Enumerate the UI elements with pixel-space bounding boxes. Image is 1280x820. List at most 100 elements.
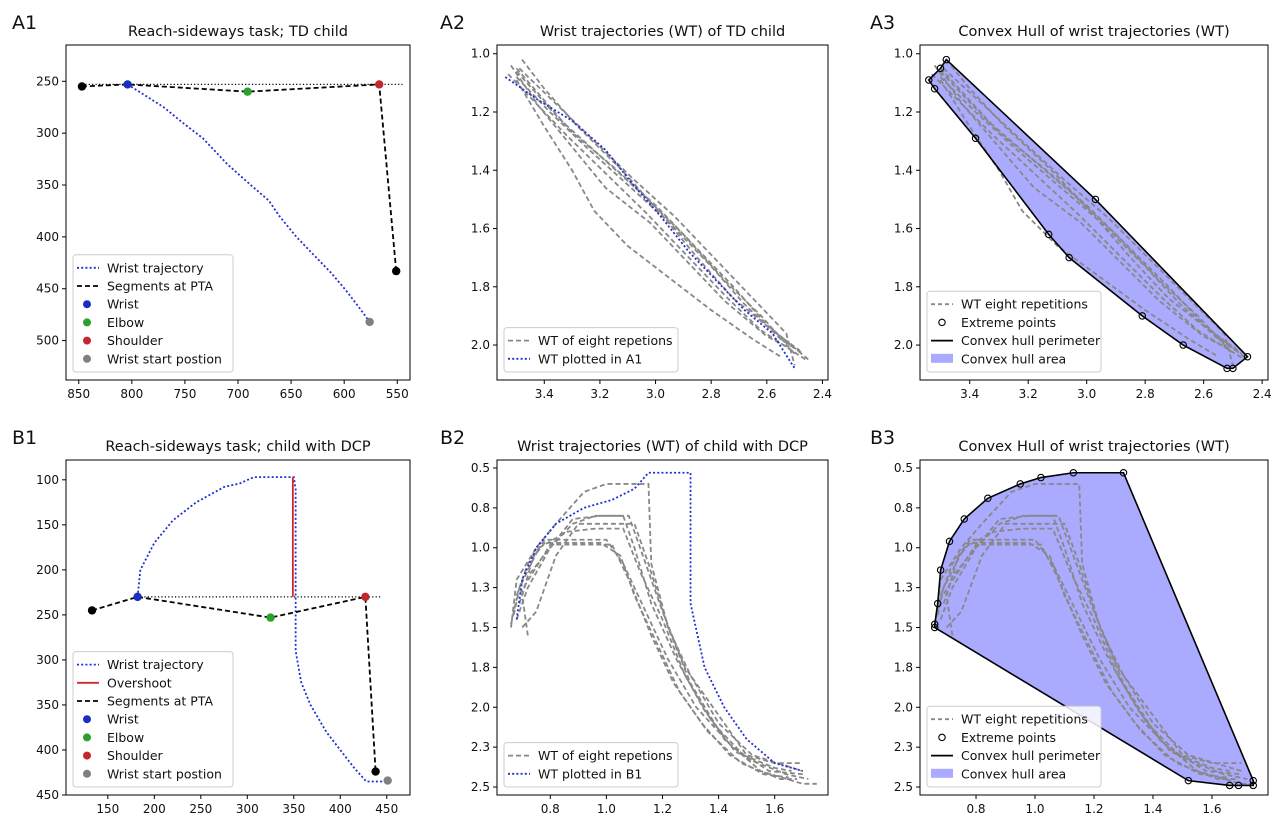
legend-marker — [83, 354, 91, 363]
legend-marker — [83, 769, 91, 778]
series-line-0 — [510, 483, 804, 772]
chart-title: Reach-sideways task; TD child — [128, 24, 348, 40]
y-tick-label: 1.4 — [471, 163, 490, 177]
extreme-point — [933, 599, 942, 608]
marker-wrist — [123, 80, 132, 89]
panel-label: A2 — [440, 12, 465, 34]
legend-label: Segments at PTA — [107, 694, 213, 709]
y-tick-label: 350 — [36, 698, 59, 712]
legend-label: Convex hull perimeter — [961, 748, 1101, 763]
series-line-0 — [939, 67, 1249, 361]
legend-box — [72, 651, 234, 788]
panel-A3: A3 Convex Hull of wrist trajectories (WT)… — [870, 12, 1272, 401]
x-tick-label: 300 — [236, 802, 259, 816]
extreme-point — [1229, 364, 1237, 373]
x-tick-label: 1.6 — [1202, 802, 1221, 816]
y-tick-label: 0.8 — [894, 501, 913, 515]
x-tick-label: 1.4 — [709, 802, 728, 816]
extreme-point — [1249, 776, 1258, 785]
marker-wrist-start-postion — [383, 776, 392, 785]
y-tick-label: 1.8 — [471, 280, 490, 294]
x-tick-label: 2.8 — [702, 387, 721, 401]
extreme-point — [1044, 230, 1053, 239]
series-line-1 — [81, 83, 398, 272]
y-tick-label: 150 — [36, 518, 59, 532]
y-tick-label: 250 — [36, 608, 59, 622]
x-tick-label: 800 — [120, 387, 143, 401]
legend-marker — [83, 336, 91, 345]
extreme-point — [930, 620, 939, 629]
legend-label: Convex hull area — [961, 351, 1066, 366]
legend-label: Extreme points — [961, 315, 1056, 330]
extreme-point — [925, 76, 933, 84]
y-tick-label: 1.0 — [894, 541, 913, 555]
chart-title: Convex Hull of wrist trajectories (WT) — [958, 439, 1229, 455]
extreme-point — [984, 494, 992, 503]
y-tick-label: 0.5 — [471, 461, 490, 475]
series-line-8 — [504, 76, 796, 369]
y-tick-label: 2.0 — [471, 338, 490, 352]
legend-box — [72, 254, 234, 373]
x-tick-label: 1.6 — [765, 802, 784, 816]
legend-label: Convex hull area — [961, 766, 1066, 781]
y-tick-label: 2.5 — [894, 780, 913, 794]
x-tick-label: 700 — [227, 387, 250, 401]
series-line-4 — [510, 64, 790, 349]
x-tick-label: 850 — [67, 387, 90, 401]
legend-marker — [83, 300, 91, 309]
legend-swatch — [931, 353, 953, 363]
y-tick-label: 400 — [36, 743, 59, 757]
extreme-point — [1119, 469, 1128, 477]
plot-area — [930, 469, 1258, 790]
y-tick-label: 2.3 — [471, 740, 490, 754]
x-tick-label: 0.8 — [541, 802, 560, 816]
y-tick-label: 1.2 — [471, 105, 490, 119]
series-line-0 — [515, 67, 810, 361]
legend-label: Wrist — [107, 712, 139, 727]
plot-area — [87, 476, 392, 785]
legend-label: WT plotted in A1 — [538, 351, 642, 366]
y-tick-label: 1.3 — [471, 581, 490, 595]
legend-label: Shoulder — [107, 748, 164, 763]
y-tick-label: 300 — [36, 653, 59, 667]
x-tick-label: 350 — [282, 802, 305, 816]
extreme-point — [1234, 781, 1243, 790]
series-line-6 — [931, 73, 1246, 361]
x-tick-label: 0.8 — [966, 802, 985, 816]
legend-label: Elbow — [107, 730, 144, 745]
series-line-3 — [945, 59, 1240, 352]
plot-area — [504, 59, 810, 369]
y-tick-label: 1.0 — [471, 47, 490, 61]
extreme-point — [930, 623, 939, 632]
chart-title: Reach-sideways task; child with DCP — [105, 439, 371, 455]
extreme-point — [1016, 480, 1025, 488]
x-tick-label: 750 — [173, 387, 196, 401]
legend-label: Convex hull perimeter — [961, 333, 1101, 348]
x-tick-label: 1.0 — [597, 802, 616, 816]
marker-elbow — [266, 613, 275, 622]
plot-frame — [496, 44, 829, 381]
legend-label: Wrist trajectory — [107, 657, 204, 672]
legend-marker — [938, 733, 946, 742]
extreme-point — [936, 566, 945, 574]
x-tick-label: 3.0 — [1077, 387, 1096, 401]
x-tick-label: 3.4 — [535, 387, 554, 401]
y-tick-label: 1.0 — [894, 47, 913, 61]
y-tick-label: 2.0 — [471, 700, 490, 714]
x-tick-label: 2.6 — [757, 387, 776, 401]
legend-marker — [938, 318, 946, 327]
x-tick-label: 1.4 — [1143, 802, 1162, 816]
marker-endpoint — [371, 767, 380, 776]
x-tick-label: 450 — [375, 802, 398, 816]
marker-shoulder — [361, 592, 370, 602]
panel-B2: B2 Wrist trajectories (WT) of child with … — [440, 427, 829, 816]
plot-frame — [65, 459, 411, 796]
legend-label: Wrist trajectory — [107, 260, 204, 275]
legend-label: WT of eight repetions — [538, 748, 673, 763]
marker-endpoint — [87, 606, 97, 615]
panel-B3: B3 Convex Hull of wrist trajectories (WT)… — [870, 427, 1269, 816]
series-line-7 — [942, 67, 1234, 366]
panel-label: B3 — [870, 427, 895, 449]
extreme-point — [960, 515, 968, 523]
series-line-7 — [518, 67, 796, 366]
